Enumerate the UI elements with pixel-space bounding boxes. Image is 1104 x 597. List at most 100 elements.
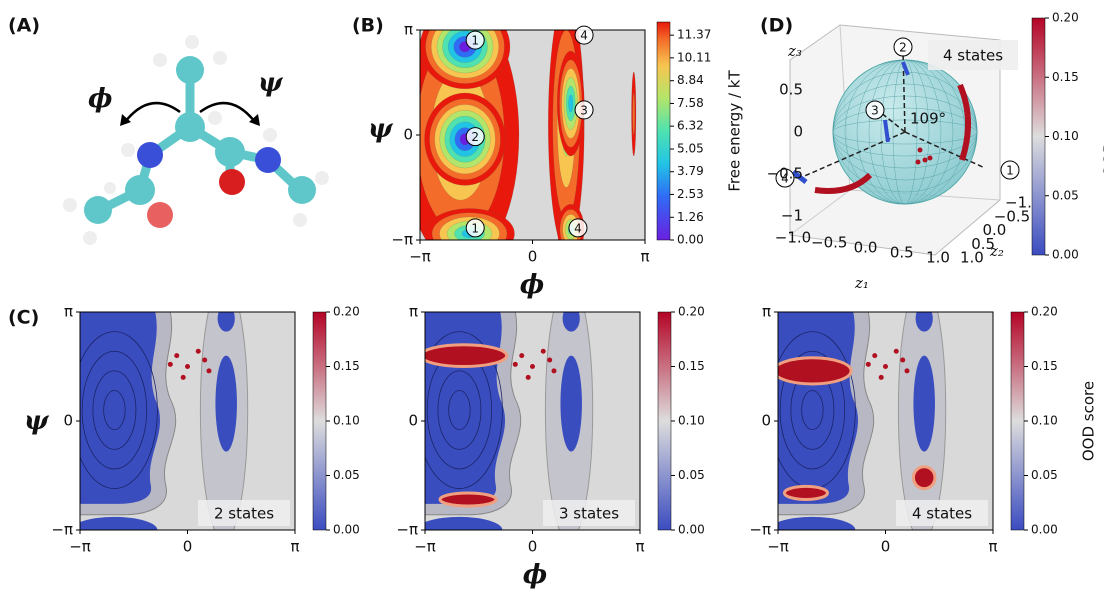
colorbar-label: OOD score [1080,381,1098,461]
ood-point [866,362,871,367]
state-label: 1 [471,34,479,48]
colorbar-tick-label: 7.58 [677,96,704,110]
z-tick-label: 0.5 [779,81,803,99]
x-tick-label: π [640,248,649,266]
state-label: 4 [574,221,582,235]
ood-point [900,357,905,362]
y-tick-label: −π [51,521,73,539]
z-tick-label: −0.5 [767,165,803,183]
colorbar-tick-label: 0.15 [333,359,360,373]
x-tick-label: 0 [528,538,538,556]
low-ood-region [563,305,580,331]
low-ood-region [215,356,237,452]
ood-point [894,349,899,354]
low-ood-region [913,356,935,452]
colorbar-tick-label: 0.20 [1052,11,1079,25]
high-ood-region [913,467,935,489]
subplot-title: 3 states [559,505,619,523]
low-ood-region [560,356,582,452]
colorbar-tick-label: 0.00 [1052,248,1079,262]
high-ood-region [774,358,851,384]
y-tick-label: π [762,303,771,321]
colorbar-label: OOD score [1101,96,1104,176]
ood-point [883,364,888,369]
subplot-title: 2 states [214,505,274,523]
ood-point [916,160,921,165]
y-axis-label: ψ [368,114,394,144]
molecule [63,35,329,245]
colorbar-tick-label: 0.15 [1031,359,1058,373]
plot-area [402,0,645,265]
state-label: 3 [871,104,879,118]
ood-point [181,375,186,380]
x-tick-label: 0 [183,538,193,556]
ood-point [552,368,557,373]
ood-point [168,362,173,367]
energy-contour [633,93,635,135]
x-tick-label: 0.5 [890,244,914,262]
colorbar-tick-label: 2.53 [677,187,704,201]
state-label: 4 [580,29,588,43]
state-label: 2 [899,41,907,55]
subplot-title: 4 states [912,505,972,523]
x-tick-label: 0.0 [854,239,878,257]
x-tick-label: π [290,538,299,556]
x-tick-label: −1.0 [775,229,811,247]
colorbar-tick-label: 11.37 [677,28,711,42]
high-ood-region [440,493,496,506]
ood-point [202,357,207,362]
colorbar-tick-label: 3.79 [677,164,704,178]
colorbar [1032,18,1045,255]
z-tick-label: −1 [781,207,803,225]
ood-point [541,349,546,354]
y-tick-label: 0 [761,412,771,430]
y-axis-label: ψ [24,406,50,436]
psi-label: ψ [258,68,284,98]
colorbar-tick-label: 0.20 [1031,305,1058,319]
z-tick-label: 0 [793,123,803,141]
ood-point [207,368,212,373]
z-axis-label: z₃ [787,42,802,60]
panel-label: (A) [8,15,40,37]
ood-point [196,349,201,354]
colorbar-tick-label: 0.15 [1052,70,1079,84]
colorbar-tick-label: 0.10 [678,414,705,428]
panel-label: (B) [352,15,384,37]
y-tick-label: 0 [63,412,73,430]
ood-point [530,364,535,369]
colorbar-tick-label: 0.10 [1052,129,1079,143]
ood-point [905,368,910,373]
angle-label: 109° [910,110,946,128]
colorbar-tick-label: 0.00 [678,523,705,537]
low-ood-region [80,312,160,504]
colorbar [658,312,671,530]
y-tick-label: π [404,21,413,39]
colorbar-tick-label: 0.20 [333,305,360,319]
y-tick-label: −π [396,521,418,539]
colorbar-tick-label: 6.32 [677,119,704,133]
x-tick-label: π [635,538,644,556]
colorbar-tick-label: 0.00 [1031,523,1058,537]
ood-point [547,357,552,362]
ood-point [872,353,877,358]
low-ood-region [916,305,933,331]
state-label: 1 [1006,164,1014,178]
colorbar-tick-label: 0.00 [677,233,704,247]
ood-point [174,353,179,358]
y-tick-label: 0 [408,412,418,430]
phi-label: ϕ [88,84,112,114]
x-tick-label: −π [409,248,431,266]
colorbar-tick-label: 0.05 [333,468,360,482]
x-axis-label: ϕ [523,560,547,590]
panel-label: (C) [8,307,39,329]
colorbar-label: Free energy / kT [726,70,744,192]
colorbar-tick-label: 0.05 [1052,188,1079,202]
ood-point [928,156,933,161]
x-tick-label: π [988,538,997,556]
y-axis-label: z₂ [989,242,1004,260]
high-ood-region [421,345,507,367]
colorbar-tick-label: 0.05 [678,468,705,482]
x-tick-label: −π [69,538,91,556]
